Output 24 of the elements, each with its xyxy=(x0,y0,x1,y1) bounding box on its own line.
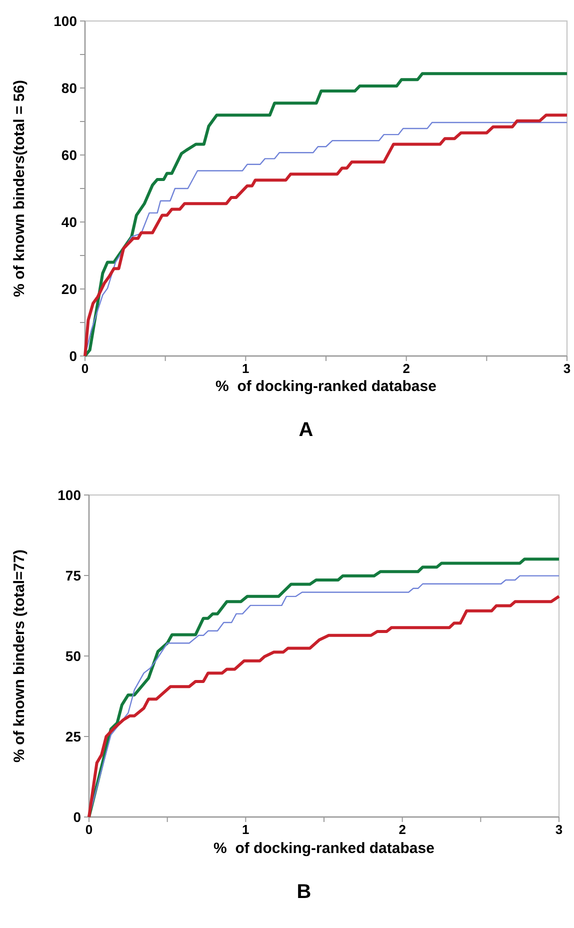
text: B xyxy=(296,881,312,903)
text: A xyxy=(298,419,314,441)
y-tick-label: 40 xyxy=(61,214,78,230)
y-tick-label: 0 xyxy=(69,348,78,364)
x-axis-title: % of docking-ranked database xyxy=(216,378,436,395)
x-tick-label: 1 xyxy=(242,361,250,376)
y-axis-title: % of known binders (total=77) xyxy=(11,550,28,762)
y-tick-label: 75 xyxy=(65,567,82,584)
x-tick-label: 3 xyxy=(563,361,571,376)
y-tick-label: 80 xyxy=(61,80,78,96)
x-tick-label: 3 xyxy=(555,822,563,837)
y-tick-label: 20 xyxy=(61,280,78,297)
x-axis-title: % of docking-ranked database xyxy=(214,840,434,857)
y-tick-label: 50 xyxy=(65,648,82,664)
y-axis-title: % of known binders(total = 56) xyxy=(11,80,28,298)
y-tick-label: 0 xyxy=(73,808,82,825)
x-tick-label: 2 xyxy=(398,822,406,837)
y-tick-label: 100 xyxy=(54,12,78,29)
y-tick-label: 25 xyxy=(65,728,82,744)
y-tick-label: 100 xyxy=(58,486,82,503)
x-tick-label: 2 xyxy=(402,361,410,376)
x-tick-label: 1 xyxy=(242,822,250,837)
x-tick-label: 0 xyxy=(85,822,93,837)
y-tick-label: 60 xyxy=(61,146,78,163)
